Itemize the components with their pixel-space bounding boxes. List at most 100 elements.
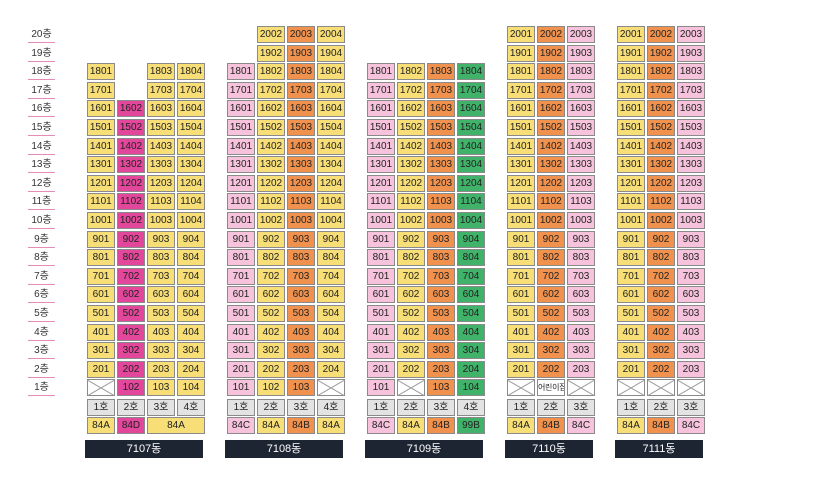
unit-cell: 1503 xyxy=(287,119,315,136)
unit-cell: 1501 xyxy=(227,119,255,136)
unit-cell: 204 xyxy=(177,360,205,378)
unit-cell: 602 xyxy=(397,286,425,304)
unit-line-label: 2호 xyxy=(537,399,565,416)
unit-cell: 602 xyxy=(537,286,565,304)
floor-label: 18층 xyxy=(28,64,55,81)
unit-cell: 304 xyxy=(457,342,485,360)
unit-cell: 1604 xyxy=(317,100,345,118)
unit-cell: 502 xyxy=(397,305,425,322)
unit-cell: 903 xyxy=(677,230,705,248)
unit-cell: 1703 xyxy=(287,81,315,99)
unit-cell: 502 xyxy=(537,305,565,322)
unit-cell: 604 xyxy=(317,286,345,304)
unit-cell: 1701 xyxy=(227,81,255,99)
unit-cell: 401 xyxy=(507,323,535,341)
floor-label: 15층 xyxy=(28,120,55,136)
unit-cell: 1503 xyxy=(677,119,705,136)
unit-cell: 1703 xyxy=(677,81,705,99)
unit-cell: 102 xyxy=(117,379,145,397)
unit-line-label: 4호 xyxy=(317,399,345,416)
unit-cell: 502 xyxy=(647,305,675,322)
unit-cell: 1101 xyxy=(507,193,535,211)
floor-label: 3층 xyxy=(28,343,55,360)
unit-cell: 101 xyxy=(367,379,395,397)
unit-cell: 103 xyxy=(147,379,175,397)
unit-cell: 903 xyxy=(427,230,455,248)
floor-label: 9층 xyxy=(28,232,55,248)
floor-label: 12층 xyxy=(28,176,55,192)
unit-cell: 1303 xyxy=(677,156,705,174)
unit-cell: 304 xyxy=(177,342,205,360)
unit-cell: 1702 xyxy=(647,81,675,99)
unit-cell: 1002 xyxy=(117,212,145,229)
floor-label: 17층 xyxy=(28,83,55,99)
unit-cell: 1204 xyxy=(457,174,485,192)
unit-line-label: 4호 xyxy=(177,399,205,416)
unit-cell: 1602 xyxy=(257,100,285,118)
unit-type-cell: 84D xyxy=(117,417,145,434)
unit-cell: 1201 xyxy=(87,174,115,192)
unit-cell: 1504 xyxy=(317,119,345,136)
unit-cell: 1502 xyxy=(257,119,285,136)
unit-line-label: 2호 xyxy=(117,399,145,416)
unit-cell: 1302 xyxy=(397,156,425,174)
unit-cell: 401 xyxy=(367,323,395,341)
unit-cell: 1302 xyxy=(537,156,565,174)
unit-cell: 203 xyxy=(147,360,175,378)
unit-cell: 904 xyxy=(177,230,205,248)
unit-cell: 1103 xyxy=(287,193,315,211)
unit-cell: 802 xyxy=(537,249,565,267)
unit-cell: 1303 xyxy=(567,156,595,174)
unit-cell: 2001 xyxy=(507,26,535,43)
unit-cell: 1402 xyxy=(647,137,675,155)
unit-cell: 1303 xyxy=(147,156,175,174)
floor-label: 14층 xyxy=(28,139,55,155)
unit-cell: 1401 xyxy=(617,137,645,155)
unit-cell: 1601 xyxy=(367,100,395,118)
unit-cell: 201 xyxy=(87,360,115,378)
unit-cell: 901 xyxy=(227,230,255,248)
unit-cell: 301 xyxy=(617,342,645,360)
unit-cell: 1603 xyxy=(567,100,595,118)
unit-cell: 1903 xyxy=(677,44,705,62)
floor-label: 1층 xyxy=(28,380,55,397)
unit-cell: 2003 xyxy=(567,26,595,43)
unit-cell: 803 xyxy=(677,249,705,267)
unit-cell: 1301 xyxy=(87,156,115,174)
daycare-cell: 어린이집 xyxy=(537,379,565,397)
empty-unit-x-mark xyxy=(617,379,645,396)
unit-cell: 901 xyxy=(367,230,395,248)
unit-cell: 803 xyxy=(147,249,175,267)
unit-cell: 1003 xyxy=(567,212,595,229)
unit-cell: 504 xyxy=(177,305,205,322)
unit-cell: 702 xyxy=(397,267,425,285)
unit-cell: 502 xyxy=(117,305,145,322)
unit-cell: 1801 xyxy=(507,63,535,81)
unit-cell: 1001 xyxy=(507,212,535,229)
unit-cell: 402 xyxy=(397,323,425,341)
unit-cell: 203 xyxy=(567,360,595,378)
unit-cell: 904 xyxy=(457,230,485,248)
unit-cell: 1301 xyxy=(227,156,255,174)
unit-cell: 1203 xyxy=(677,174,705,192)
unit-cell: 902 xyxy=(117,230,145,248)
unit-cell: 602 xyxy=(647,286,675,304)
unit-cell: 801 xyxy=(617,249,645,267)
unit-line-label: 3호 xyxy=(147,399,175,416)
unit-cell: 1701 xyxy=(507,81,535,99)
floor-label: 2층 xyxy=(28,362,55,378)
unit-cell: 1901 xyxy=(507,44,535,62)
empty-unit-x-mark xyxy=(397,379,425,396)
unit-cell: 301 xyxy=(367,342,395,360)
unit-cell: 701 xyxy=(87,267,115,285)
unit-cell: 901 xyxy=(617,230,645,248)
unit-cell: 1703 xyxy=(147,81,175,99)
unit-line-label: 3호 xyxy=(567,399,595,416)
unit-type-cell: 84A xyxy=(507,417,535,434)
unit-cell: 1702 xyxy=(537,81,565,99)
floor-label: 19층 xyxy=(28,46,55,62)
unit-type-cell: 84C xyxy=(367,417,395,434)
unit-cell: 1101 xyxy=(367,193,395,211)
unit-cell: 1302 xyxy=(117,156,145,174)
unit-cell: 202 xyxy=(117,360,145,378)
